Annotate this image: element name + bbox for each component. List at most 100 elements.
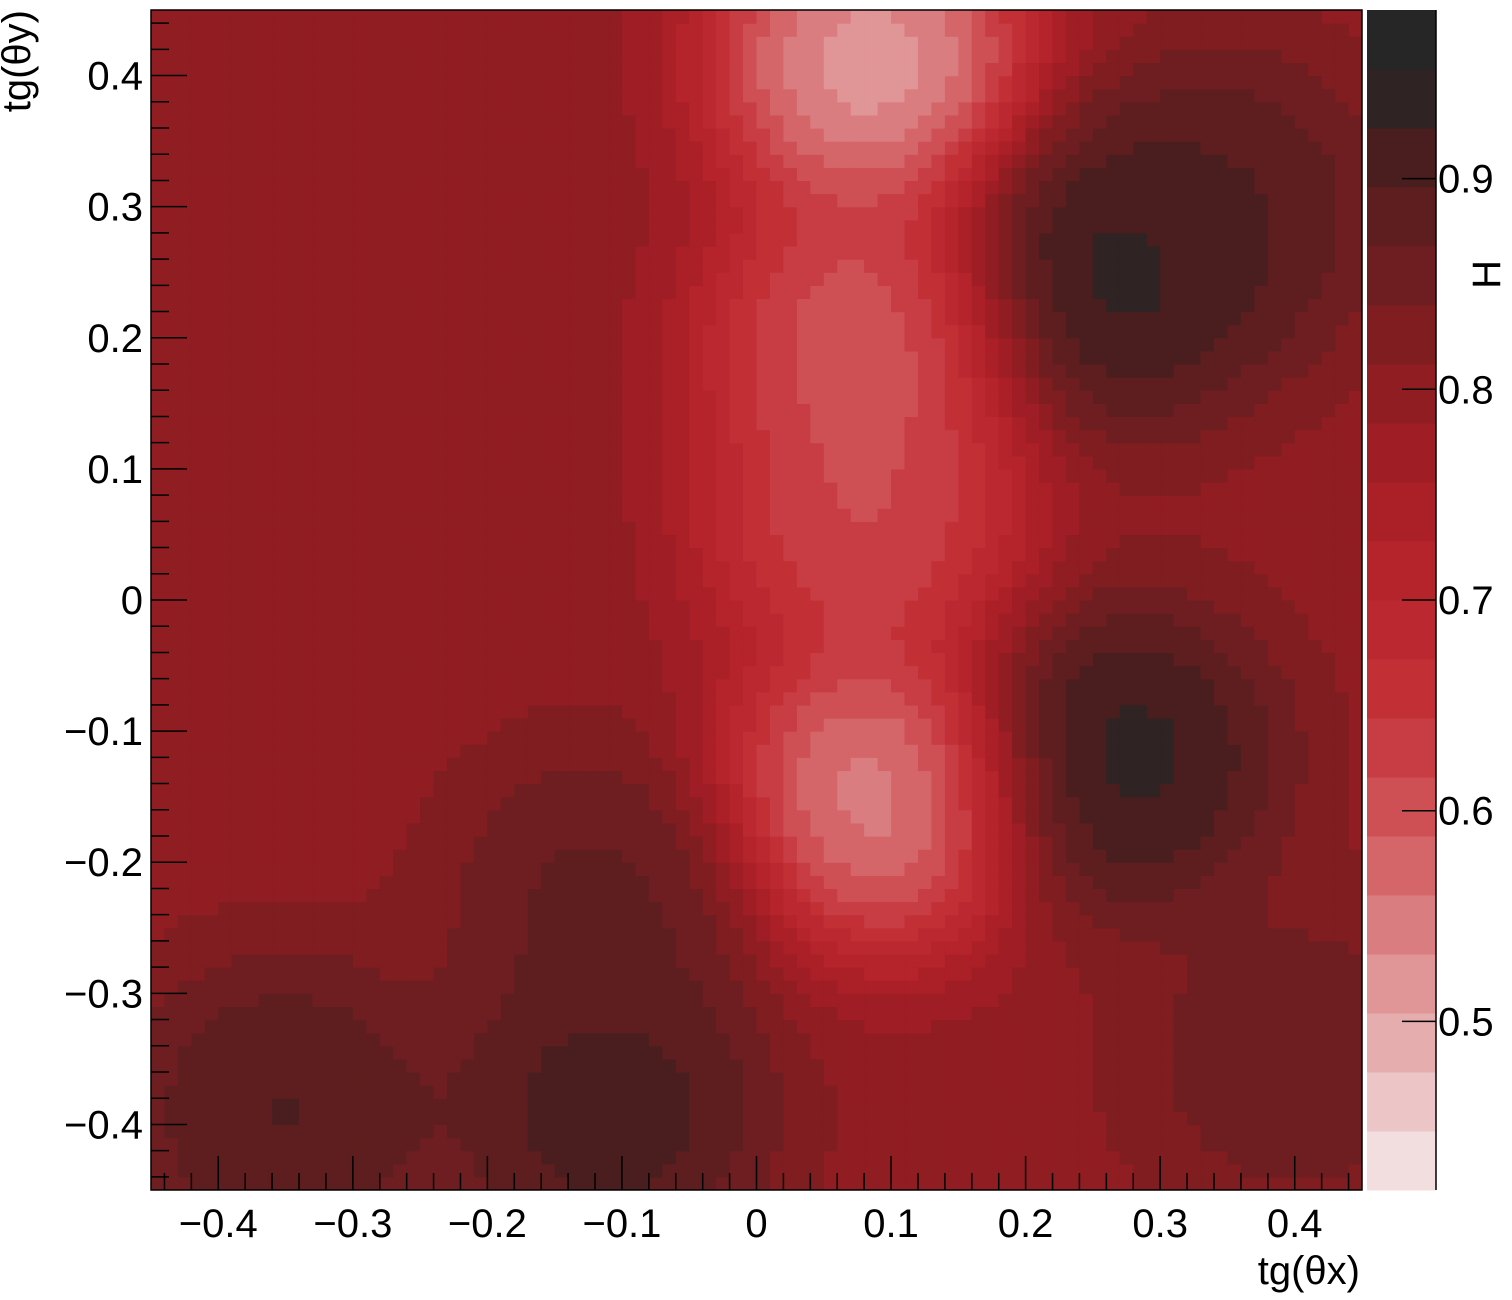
heatmap-cell [769, 678, 785, 693]
heatmap-cell [191, 691, 206, 706]
heatmap-cell [702, 521, 717, 536]
heatmap-cell [299, 967, 314, 981]
heatmap-cell [312, 665, 327, 680]
heatmap-cell [541, 521, 556, 536]
heatmap-cell [527, 822, 542, 837]
heatmap-cell [339, 888, 354, 903]
heatmap-cell [433, 993, 448, 1008]
heatmap-cell [420, 809, 435, 824]
heatmap-cell [796, 285, 811, 300]
heatmap-cell [231, 455, 246, 470]
heatmap-cell [258, 718, 273, 732]
heatmap-cell [473, 311, 488, 326]
heatmap-cell [621, 23, 636, 37]
heatmap-cell [366, 206, 381, 221]
heatmap-cell [285, 875, 300, 890]
heatmap-cell [635, 954, 650, 968]
heatmap-cell [393, 704, 408, 719]
heatmap-cell [877, 888, 892, 903]
heatmap-cell [366, 1124, 381, 1139]
heatmap-cell [581, 1058, 596, 1073]
heatmap-cell [487, 914, 502, 929]
heatmap-cell [151, 1176, 166, 1190]
heatmap-cell [366, 993, 381, 1008]
heatmap-cell [325, 36, 340, 50]
heatmap-cell [810, 534, 825, 549]
heatmap-cell [541, 337, 556, 352]
heatmap-cell [796, 1006, 811, 1021]
heatmap-cell [823, 141, 838, 155]
heatmap-cell [231, 324, 246, 339]
heatmap-cell [595, 927, 610, 942]
heatmap-cell [810, 429, 825, 444]
heatmap-cell [608, 246, 623, 260]
heatmap-cell [218, 442, 233, 457]
heatmap-cell [514, 193, 529, 208]
heatmap-cell [729, 613, 744, 627]
heatmap-cell [218, 180, 233, 195]
heatmap-cell [272, 193, 287, 208]
heatmap-cell [231, 232, 246, 247]
heatmap-cell [743, 167, 758, 182]
heatmap-cell [460, 10, 475, 24]
heatmap-cell [554, 232, 569, 247]
heatmap-cell [608, 416, 623, 431]
heatmap-cell [729, 10, 744, 24]
heatmap-cell [635, 246, 650, 260]
heatmap-cell [648, 691, 663, 706]
heatmap-cell [473, 232, 488, 247]
heatmap-cell [393, 390, 408, 404]
heatmap-cell [608, 626, 623, 640]
heatmap-cell [325, 691, 340, 706]
heatmap-cell [608, 350, 623, 365]
heatmap-cell [823, 442, 838, 457]
heatmap-cell [756, 36, 771, 50]
heatmap-cell [164, 626, 179, 640]
heatmap-cell [272, 377, 287, 391]
heatmap-cell [177, 1085, 192, 1099]
heatmap-cell [621, 849, 636, 863]
heatmap-cell [648, 442, 663, 457]
heatmap-cell [177, 10, 192, 24]
heatmap-cell [675, 639, 690, 654]
heatmap-cell [312, 573, 327, 588]
heatmap-cell [379, 193, 394, 208]
heatmap-cell [635, 573, 650, 588]
heatmap-cell [285, 114, 300, 129]
heatmap-cell [204, 390, 219, 404]
heatmap-cell [716, 521, 731, 536]
heatmap-cell [743, 586, 758, 601]
heatmap-cell [877, 167, 892, 182]
heatmap-cell [500, 809, 515, 824]
heatmap-cell [837, 744, 852, 758]
heatmap-cell [864, 468, 879, 483]
heatmap-cell [581, 232, 596, 247]
heatmap-cell [339, 678, 354, 693]
heatmap-cell [191, 809, 206, 824]
heatmap-cell [769, 914, 785, 929]
heatmap-cell [473, 1163, 488, 1178]
heatmap-cell [581, 455, 596, 470]
heatmap-cell [406, 849, 421, 863]
heatmap-cell [716, 350, 731, 365]
heatmap-cell [527, 298, 542, 313]
heatmap-cell [393, 455, 408, 470]
heatmap-cell [729, 678, 744, 693]
heatmap-cell [312, 731, 327, 745]
heatmap-cell [460, 468, 475, 483]
heatmap-cell [299, 888, 314, 903]
heatmap-cell [541, 508, 556, 522]
heatmap-cell [352, 429, 367, 444]
heatmap-cell [675, 888, 690, 903]
heatmap-cell [151, 88, 166, 103]
heatmap-cell [433, 246, 448, 260]
heatmap-cell [433, 10, 448, 24]
heatmap-cell [810, 1111, 825, 1126]
heatmap-cell [379, 1111, 394, 1126]
heatmap-cell [675, 455, 690, 470]
heatmap-cell [500, 455, 515, 470]
heatmap-cell [447, 324, 462, 339]
heatmap-cell [285, 927, 300, 942]
heatmap-cell [325, 1124, 340, 1139]
heatmap-cell [231, 508, 246, 522]
